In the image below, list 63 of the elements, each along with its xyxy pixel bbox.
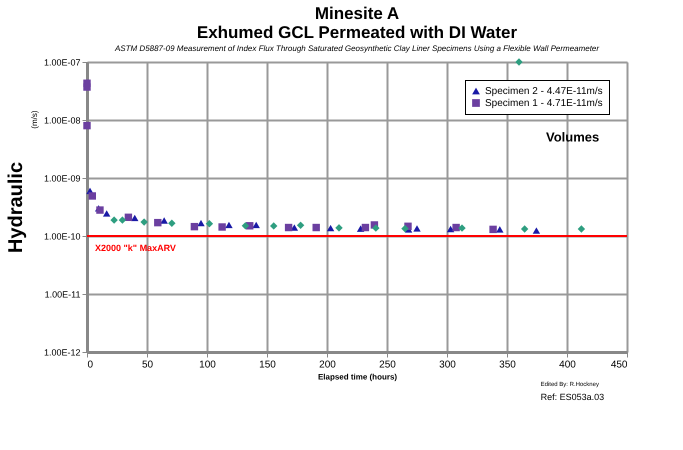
point <box>88 192 96 200</box>
point <box>140 218 148 226</box>
point <box>83 83 91 91</box>
y-tick-label: 1.00E-10 <box>44 232 80 242</box>
x-tick-label: 100 <box>199 360 216 370</box>
point <box>284 224 292 232</box>
x-tick-label: 350 <box>499 360 516 370</box>
legend-label: Specimen 1 - 4.71E-11m/s <box>485 98 603 109</box>
point <box>168 220 176 227</box>
point <box>578 225 586 233</box>
point <box>242 222 250 230</box>
point <box>102 210 110 217</box>
y-tick-label: 1.00E-07 <box>44 58 80 68</box>
y-tick-label: 1.00E-08 <box>44 116 80 126</box>
point <box>401 224 409 232</box>
point <box>252 222 260 228</box>
point <box>312 224 320 232</box>
point <box>520 225 528 233</box>
text: (m/s) <box>30 110 39 129</box>
point <box>190 222 198 230</box>
point <box>515 58 523 66</box>
point <box>270 222 278 230</box>
point <box>131 214 138 222</box>
point <box>225 222 233 228</box>
text: Exhumed GCL Permeated with DI Water <box>196 23 518 42</box>
point <box>83 122 91 130</box>
point <box>110 216 118 224</box>
x-tick-label: 250 <box>379 360 396 370</box>
x-tick-label: 200 <box>319 360 336 370</box>
text: Ref: ES053a.03 <box>540 392 604 402</box>
x-tick-label: 150 <box>259 360 276 370</box>
ref-line-label: X2000 "k" MaxARV <box>95 243 176 253</box>
x-tick-label: 0 <box>88 360 94 370</box>
point <box>118 216 126 224</box>
x-tick-label: 450 <box>610 360 628 370</box>
text: Minesite A <box>314 4 400 23</box>
point <box>489 226 497 234</box>
point <box>532 227 540 234</box>
point <box>296 222 304 229</box>
point <box>197 220 205 226</box>
point <box>218 223 226 231</box>
point <box>206 220 214 228</box>
x-tick-label: 300 <box>439 360 456 370</box>
point <box>154 218 162 226</box>
y-axis-title: Hydraulic <box>4 162 27 254</box>
y-tick-label: 1.00E-09 <box>44 174 80 184</box>
point <box>458 224 466 232</box>
x-tick-label: 50 <box>142 360 154 370</box>
point <box>326 224 334 232</box>
annotation: Volumes <box>546 129 600 144</box>
x-axis-title: Elapsed time (hours) <box>318 372 398 382</box>
point <box>372 224 380 232</box>
point <box>413 225 421 232</box>
point <box>362 224 370 232</box>
point <box>124 214 132 222</box>
y-tick-label: 1.00E-11 <box>44 290 80 300</box>
chart-subtitle: ASTM D5887-09 Measurement of Index Flux Through Saturated Geosynthetic Clay Liner Specimens Using a Flexible Wall Permeameter <box>114 44 600 53</box>
point <box>452 224 460 232</box>
y-tick-label: 1.00E-12 <box>44 348 80 358</box>
point <box>335 224 343 232</box>
x-tick-label: 400 <box>559 360 576 370</box>
point <box>496 226 504 233</box>
legend-label: Specimen 2 - 4.47E-11m/s <box>485 86 603 97</box>
